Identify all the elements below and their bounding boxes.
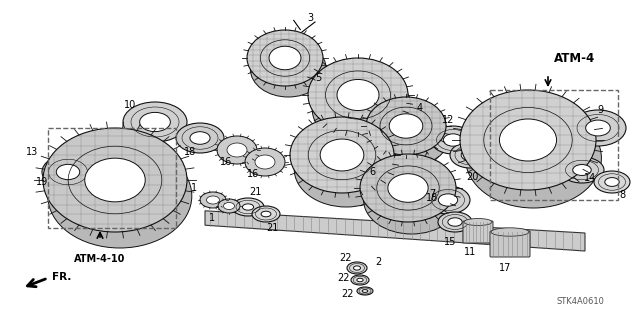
Ellipse shape	[605, 178, 620, 186]
Ellipse shape	[570, 110, 626, 146]
Ellipse shape	[232, 198, 264, 216]
FancyBboxPatch shape	[490, 231, 530, 257]
Text: 3: 3	[307, 13, 313, 23]
Ellipse shape	[320, 139, 364, 171]
Ellipse shape	[218, 199, 240, 213]
Ellipse shape	[364, 166, 460, 234]
Ellipse shape	[464, 219, 492, 226]
Text: 9: 9	[597, 105, 603, 115]
Text: 7: 7	[429, 189, 435, 199]
Ellipse shape	[250, 41, 326, 97]
Ellipse shape	[190, 132, 210, 144]
Text: 21: 21	[266, 223, 278, 233]
Ellipse shape	[366, 97, 446, 155]
Text: 15: 15	[444, 237, 456, 247]
Ellipse shape	[245, 148, 285, 176]
Text: FR.: FR.	[52, 272, 72, 282]
Text: 17: 17	[499, 263, 511, 273]
Ellipse shape	[243, 204, 253, 210]
Ellipse shape	[426, 186, 470, 214]
Ellipse shape	[269, 46, 301, 70]
Ellipse shape	[357, 287, 373, 295]
Ellipse shape	[431, 126, 475, 154]
Ellipse shape	[42, 155, 94, 189]
Text: 4: 4	[417, 103, 423, 113]
Ellipse shape	[351, 275, 369, 285]
Polygon shape	[205, 211, 585, 251]
Text: 6: 6	[369, 167, 375, 177]
Text: 12: 12	[442, 115, 454, 125]
Text: ATM-4-10: ATM-4-10	[74, 254, 125, 264]
Ellipse shape	[594, 171, 630, 193]
Ellipse shape	[357, 278, 363, 282]
Ellipse shape	[123, 102, 187, 142]
Text: 5: 5	[315, 73, 321, 83]
Ellipse shape	[217, 136, 257, 164]
Ellipse shape	[560, 157, 604, 183]
Ellipse shape	[362, 290, 368, 293]
Ellipse shape	[200, 192, 226, 208]
Ellipse shape	[312, 72, 412, 146]
Ellipse shape	[261, 211, 271, 217]
Text: 22: 22	[342, 289, 355, 299]
Ellipse shape	[255, 155, 275, 169]
Ellipse shape	[389, 114, 423, 138]
Text: 8: 8	[619, 190, 625, 200]
Ellipse shape	[247, 30, 323, 86]
Ellipse shape	[369, 108, 449, 166]
Text: ATM-4: ATM-4	[554, 51, 596, 64]
Ellipse shape	[176, 123, 224, 153]
Ellipse shape	[388, 174, 428, 202]
FancyBboxPatch shape	[463, 221, 493, 243]
Text: 22: 22	[337, 273, 349, 283]
Ellipse shape	[290, 117, 394, 193]
Ellipse shape	[450, 142, 490, 168]
Ellipse shape	[438, 194, 458, 206]
Text: 16: 16	[220, 157, 232, 167]
Text: 11: 11	[464, 247, 476, 257]
Ellipse shape	[227, 143, 247, 157]
Ellipse shape	[465, 108, 602, 208]
Ellipse shape	[308, 58, 408, 132]
Ellipse shape	[56, 164, 80, 180]
Text: 10: 10	[124, 100, 136, 110]
Text: 1: 1	[209, 213, 215, 223]
Text: 21: 21	[249, 187, 261, 197]
Ellipse shape	[140, 112, 170, 132]
Ellipse shape	[223, 203, 234, 210]
Ellipse shape	[84, 158, 145, 202]
Ellipse shape	[586, 120, 611, 136]
Ellipse shape	[444, 134, 463, 146]
Text: 19: 19	[36, 177, 48, 187]
Ellipse shape	[438, 212, 472, 232]
Text: 20: 20	[466, 172, 478, 182]
Ellipse shape	[48, 144, 192, 248]
Ellipse shape	[461, 149, 479, 161]
Ellipse shape	[573, 165, 591, 175]
Ellipse shape	[491, 228, 529, 236]
Text: 13: 13	[26, 147, 38, 157]
Text: 2: 2	[375, 257, 381, 267]
Ellipse shape	[353, 266, 360, 270]
Text: 14: 14	[584, 173, 596, 183]
Ellipse shape	[43, 128, 187, 232]
Ellipse shape	[499, 119, 557, 161]
Ellipse shape	[460, 90, 596, 190]
Text: 1: 1	[191, 183, 197, 193]
Ellipse shape	[294, 131, 398, 207]
Ellipse shape	[448, 218, 462, 226]
Ellipse shape	[347, 262, 367, 274]
Ellipse shape	[337, 79, 379, 111]
Text: 22: 22	[339, 253, 351, 263]
Text: 18: 18	[184, 147, 196, 157]
Text: STK4A0610: STK4A0610	[556, 298, 604, 307]
Text: 16: 16	[247, 169, 259, 179]
Ellipse shape	[207, 196, 220, 204]
Ellipse shape	[360, 154, 456, 222]
Text: 18: 18	[426, 193, 438, 203]
Ellipse shape	[252, 206, 280, 222]
